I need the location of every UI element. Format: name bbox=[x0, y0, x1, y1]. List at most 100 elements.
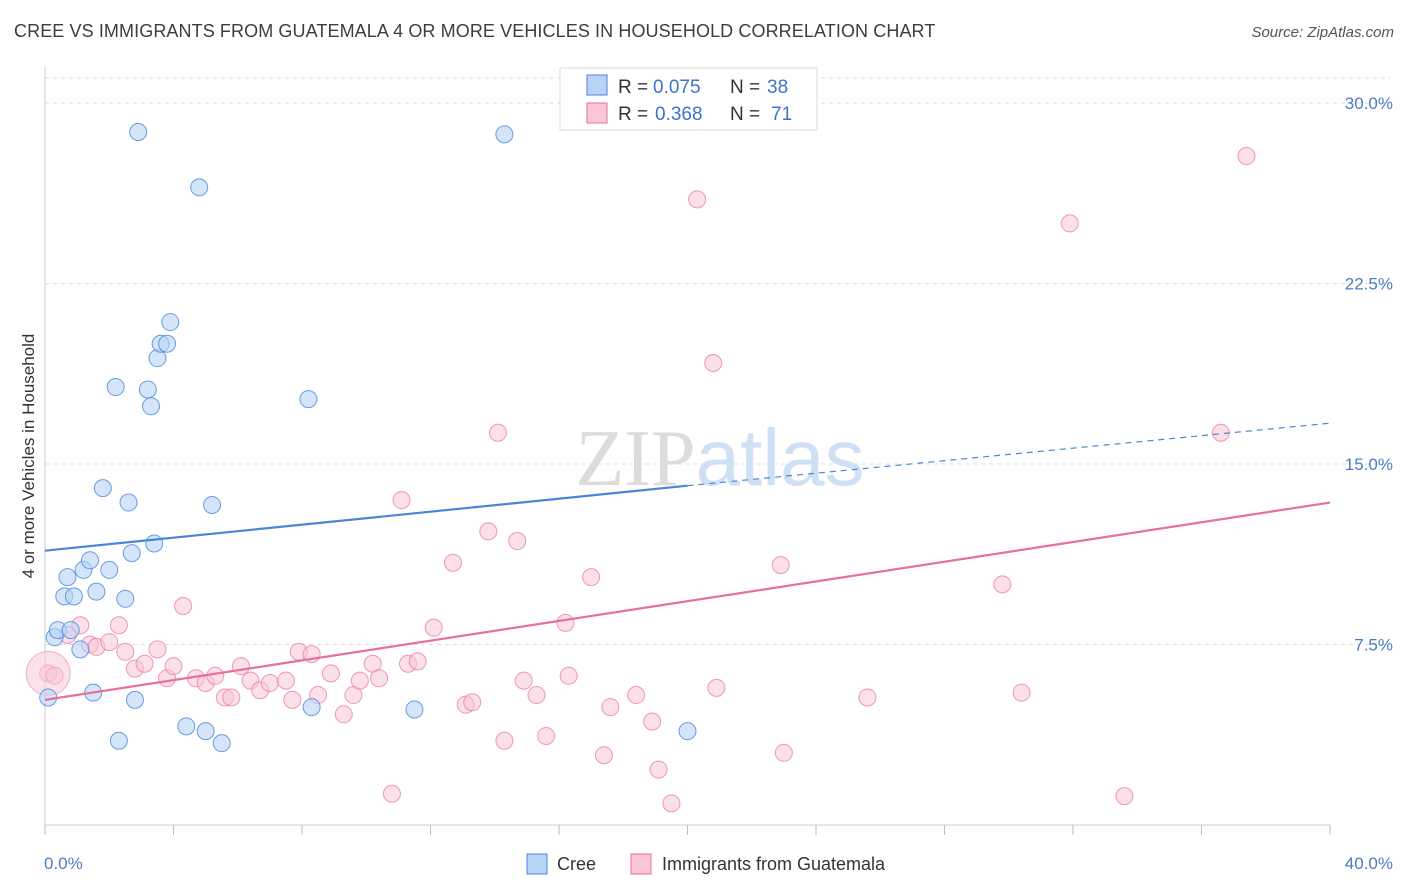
cree-point bbox=[405, 700, 424, 719]
cree-point bbox=[106, 378, 125, 397]
guatemala-point bbox=[771, 556, 790, 575]
bottom-legend-label-guatemala: Immigrants from Guatemala bbox=[662, 854, 886, 874]
bottom-legend-label-cree: Cree bbox=[557, 854, 596, 874]
cree-point bbox=[80, 551, 99, 570]
guatemala-point bbox=[392, 491, 411, 510]
guatemala-point bbox=[594, 746, 613, 765]
guatemala-point bbox=[164, 657, 183, 676]
cree-point bbox=[58, 568, 77, 587]
guatemala-point bbox=[443, 553, 462, 572]
guatemala-point bbox=[1237, 147, 1256, 166]
guatemala-point bbox=[174, 597, 193, 616]
guatemala-point bbox=[495, 731, 514, 750]
source-label: Source: ZipAtlas.com bbox=[1251, 24, 1394, 41]
cree-point bbox=[129, 122, 148, 141]
cree-trend-line bbox=[44, 484, 688, 552]
legend-n-label-guatemala: N = bbox=[730, 104, 760, 125]
guatemala-point bbox=[116, 642, 135, 661]
legend-r-value-cree: 0.075 bbox=[653, 77, 701, 98]
guatemala-point bbox=[276, 671, 295, 690]
guatemala-point bbox=[556, 613, 575, 632]
cree-point bbox=[122, 544, 141, 563]
guatemala-point bbox=[424, 618, 443, 637]
guatemala-point bbox=[601, 698, 620, 717]
guatemala-point bbox=[1060, 214, 1079, 233]
legend-n-value-cree: 38 bbox=[767, 77, 788, 98]
guatemala-point bbox=[488, 423, 507, 442]
cree-point bbox=[142, 397, 161, 416]
guatemala-point bbox=[321, 664, 340, 683]
cree-point bbox=[87, 582, 106, 601]
legend-n-label-cree: N = bbox=[730, 77, 760, 98]
watermark: ZIPatlas bbox=[576, 413, 865, 503]
guatemala-point bbox=[993, 575, 1012, 594]
y-tick-label: 30.0% bbox=[1345, 94, 1393, 113]
cree-point bbox=[190, 178, 209, 197]
watermark-zip: ZIP bbox=[576, 415, 696, 503]
guatemala-point bbox=[463, 693, 482, 712]
cree-point bbox=[196, 722, 215, 741]
guatemala-point bbox=[662, 794, 681, 813]
guatemala-point bbox=[479, 522, 498, 541]
cree-point bbox=[203, 495, 222, 514]
cree-point bbox=[177, 717, 196, 736]
series-legend: Cree Immigrants from Guatemala bbox=[526, 853, 886, 875]
y-tick-labels: 7.5% 15.0% 22.5% 30.0% bbox=[1345, 94, 1393, 654]
watermark-atlas: atlas bbox=[696, 413, 865, 502]
guatemala-point bbox=[135, 654, 154, 673]
guatemala-point bbox=[707, 678, 726, 697]
guatemala-point bbox=[858, 688, 877, 707]
trend-lines bbox=[44, 422, 1331, 701]
y-tick-label: 15.0% bbox=[1345, 455, 1393, 474]
guatemala-point bbox=[514, 671, 533, 690]
guatemala-point bbox=[527, 686, 546, 705]
y-tick-label: 22.5% bbox=[1345, 275, 1393, 294]
guatemala-point bbox=[350, 671, 369, 690]
cree-point bbox=[71, 640, 90, 659]
guatemala-points bbox=[25, 147, 1256, 813]
guatemala-point bbox=[148, 640, 167, 659]
guatemala-point bbox=[688, 190, 707, 209]
guatemala-point bbox=[334, 705, 353, 724]
cree-point bbox=[125, 690, 144, 709]
guatemala-point bbox=[537, 726, 556, 745]
guatemala-point bbox=[508, 532, 527, 551]
guatemala-point bbox=[109, 616, 128, 635]
x-ticks bbox=[44, 825, 1331, 835]
guatemala-point bbox=[283, 690, 302, 709]
cree-point bbox=[100, 560, 119, 579]
guatemala-point bbox=[260, 674, 279, 693]
cree-point bbox=[145, 534, 164, 553]
legend-n-value-guatemala: 71 bbox=[771, 104, 792, 125]
x-tick-label-max: 40.0% bbox=[1345, 854, 1393, 873]
guatemala-point bbox=[382, 784, 401, 803]
guatemala-point bbox=[1115, 787, 1134, 806]
guatemala-point bbox=[206, 666, 225, 685]
bottom-legend-swatch-guatemala bbox=[630, 853, 652, 875]
legend-r-value-guatemala: 0.368 bbox=[655, 104, 703, 125]
cree-trend-line-extension bbox=[687, 422, 1331, 487]
guatemala-point bbox=[408, 652, 427, 671]
cree-point bbox=[119, 493, 138, 512]
bottom-legend-swatch-cree bbox=[526, 853, 548, 875]
guatemala-point bbox=[559, 666, 578, 685]
cree-points bbox=[39, 122, 697, 753]
cree-point bbox=[116, 589, 135, 608]
correlation-legend: R = 0.075 N = 38 R = 0.368 N = 71 bbox=[559, 67, 818, 131]
y-axis-label: 4 or more Vehicles in Household bbox=[19, 334, 38, 579]
guatemala-point bbox=[774, 743, 793, 762]
guatemala-point bbox=[582, 568, 601, 587]
cree-point bbox=[212, 734, 231, 753]
cree-point bbox=[109, 731, 128, 750]
cree-point bbox=[678, 722, 697, 741]
guatemala-point bbox=[222, 688, 241, 707]
y-tick-label: 7.5% bbox=[1354, 636, 1393, 655]
cree-point bbox=[138, 380, 157, 399]
cree-point bbox=[495, 125, 514, 144]
guatemala-point bbox=[1012, 683, 1031, 702]
cree-point bbox=[64, 587, 83, 606]
cree-point bbox=[161, 313, 180, 332]
guatemala-point bbox=[649, 760, 668, 779]
x-tick-label-min: 0.0% bbox=[44, 854, 83, 873]
